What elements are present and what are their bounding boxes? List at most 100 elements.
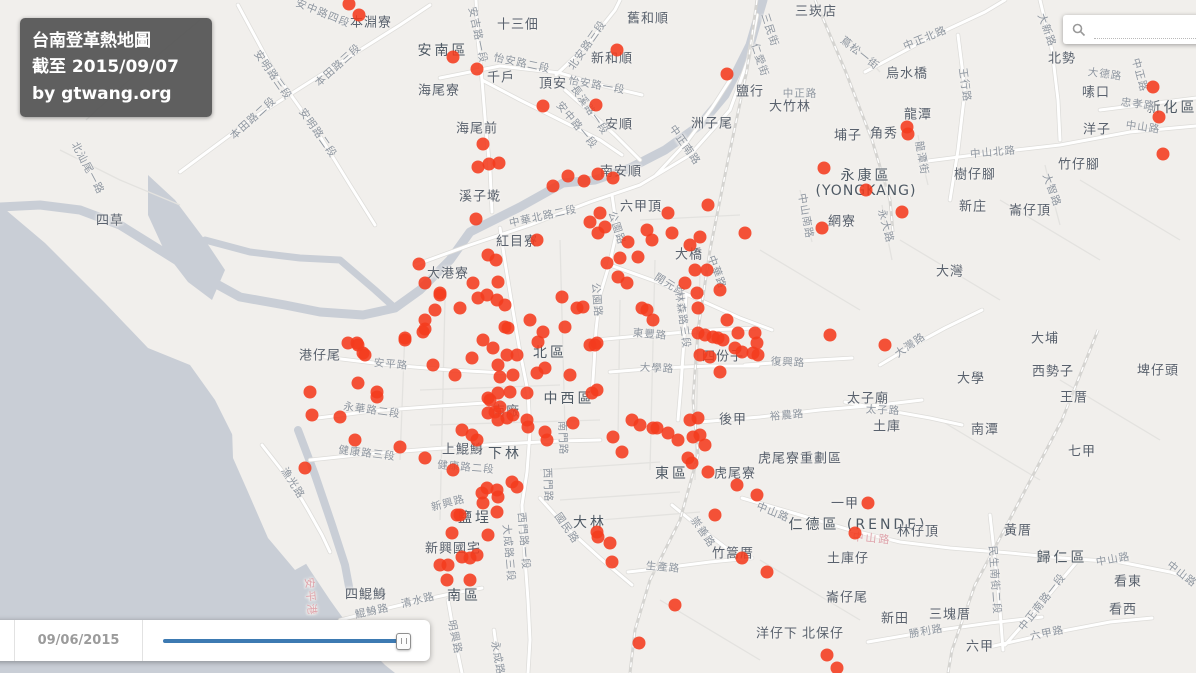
case-marker[interactable] — [351, 376, 365, 390]
case-marker[interactable] — [298, 461, 312, 475]
case-marker[interactable] — [901, 127, 915, 141]
case-marker[interactable] — [489, 253, 503, 267]
case-marker[interactable] — [823, 328, 837, 342]
case-marker[interactable] — [566, 416, 580, 430]
case-marker[interactable] — [713, 283, 727, 297]
case-marker[interactable] — [576, 300, 590, 314]
case-marker[interactable] — [830, 661, 844, 673]
case-marker[interactable] — [631, 250, 645, 264]
case-marker[interactable] — [693, 428, 707, 442]
case-marker[interactable] — [640, 303, 654, 317]
case-marker[interactable] — [501, 321, 515, 335]
case-marker[interactable] — [470, 433, 484, 447]
case-marker[interactable] — [481, 528, 495, 542]
case-marker[interactable] — [530, 366, 544, 380]
case-marker[interactable] — [861, 496, 875, 510]
case-marker[interactable] — [536, 325, 550, 339]
case-marker[interactable] — [691, 326, 705, 340]
case-marker[interactable] — [621, 235, 635, 249]
case-marker[interactable] — [678, 276, 692, 290]
case-marker[interactable] — [650, 421, 664, 435]
case-marker[interactable] — [691, 301, 705, 315]
case-marker[interactable] — [416, 325, 430, 339]
case-marker[interactable] — [701, 198, 715, 212]
case-marker[interactable] — [492, 156, 506, 170]
case-marker[interactable] — [491, 490, 505, 504]
case-marker[interactable] — [610, 43, 624, 57]
case-marker[interactable] — [445, 526, 459, 540]
case-marker[interactable] — [683, 238, 697, 252]
case-marker[interactable] — [476, 137, 490, 151]
case-marker[interactable] — [500, 348, 514, 362]
case-marker[interactable] — [613, 251, 627, 265]
case-marker[interactable] — [530, 233, 544, 247]
case-marker[interactable] — [536, 99, 550, 113]
case-marker[interactable] — [735, 345, 749, 359]
case-marker[interactable] — [491, 358, 505, 372]
case-marker[interactable] — [555, 290, 569, 304]
case-marker[interactable] — [668, 598, 682, 612]
case-marker[interactable] — [703, 350, 717, 364]
case-marker[interactable] — [470, 62, 484, 76]
case-marker[interactable] — [465, 351, 479, 365]
case-marker[interactable] — [441, 558, 455, 572]
case-marker[interactable] — [520, 386, 534, 400]
case-marker[interactable] — [661, 426, 675, 440]
case-marker[interactable] — [708, 508, 722, 522]
case-marker[interactable] — [603, 536, 617, 550]
case-marker[interactable] — [490, 505, 504, 519]
case-marker[interactable] — [1156, 147, 1170, 161]
case-marker[interactable] — [820, 648, 834, 662]
case-marker[interactable] — [748, 326, 762, 340]
case-marker[interactable] — [491, 275, 505, 289]
case-marker[interactable] — [453, 301, 467, 315]
case-marker[interactable] — [606, 171, 620, 185]
case-marker[interactable] — [720, 67, 734, 81]
case-marker[interactable] — [606, 430, 620, 444]
case-marker[interactable] — [428, 303, 442, 317]
case-marker[interactable] — [348, 433, 362, 447]
case-marker[interactable] — [713, 365, 727, 379]
case-marker[interactable] — [591, 530, 605, 544]
case-marker[interactable] — [760, 565, 774, 579]
case-marker[interactable] — [693, 348, 707, 362]
case-marker[interactable] — [471, 160, 485, 174]
case-marker[interactable] — [469, 212, 483, 226]
case-marker[interactable] — [750, 336, 764, 350]
case-marker[interactable] — [483, 393, 497, 407]
case-marker[interactable] — [591, 167, 605, 181]
case-marker[interactable] — [620, 276, 634, 290]
case-marker[interactable] — [486, 341, 500, 355]
case-marker[interactable] — [450, 508, 464, 522]
case-marker[interactable] — [720, 313, 734, 327]
case-marker[interactable] — [701, 465, 715, 479]
case-marker[interactable] — [448, 368, 462, 382]
case-marker[interactable] — [523, 313, 537, 327]
case-marker[interactable] — [591, 226, 605, 240]
case-marker[interactable] — [1146, 80, 1160, 94]
case-marker[interactable] — [716, 333, 730, 347]
case-marker[interactable] — [480, 288, 494, 302]
case-marker[interactable] — [466, 276, 480, 290]
case-marker[interactable] — [455, 423, 469, 437]
case-marker[interactable] — [685, 456, 699, 470]
case-marker[interactable] — [848, 526, 862, 540]
case-marker[interactable] — [370, 390, 384, 404]
case-marker[interactable] — [531, 335, 545, 349]
slider-track[interactable] — [163, 638, 406, 643]
case-marker[interactable] — [476, 333, 490, 347]
case-marker[interactable] — [546, 179, 560, 193]
case-marker[interactable] — [691, 411, 705, 425]
case-marker[interactable] — [735, 551, 749, 565]
case-marker[interactable] — [510, 480, 524, 494]
case-marker[interactable] — [730, 478, 744, 492]
case-marker[interactable] — [540, 433, 554, 447]
case-marker[interactable] — [738, 226, 752, 240]
case-marker[interactable] — [352, 8, 366, 22]
case-marker[interactable] — [493, 370, 507, 384]
slider-handle[interactable] — [396, 632, 412, 650]
case-marker[interactable] — [476, 496, 490, 510]
case-marker[interactable] — [393, 440, 407, 454]
case-marker[interactable] — [558, 320, 572, 334]
case-marker[interactable] — [817, 161, 831, 175]
